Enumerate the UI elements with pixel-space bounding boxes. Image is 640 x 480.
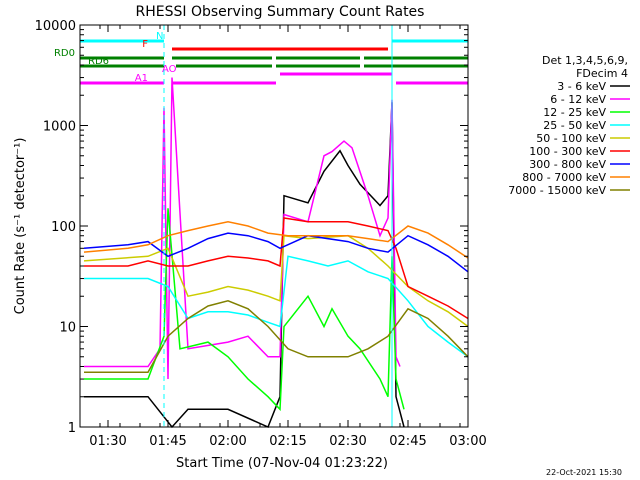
y-tick-label-0: 1 xyxy=(68,421,76,436)
flag-label-f: F xyxy=(142,39,148,50)
x-tick-label-6: 03:00 xyxy=(449,434,486,449)
y-tick-label-2: 100 xyxy=(51,220,76,235)
series-line-2 xyxy=(84,208,405,412)
series-line-4 xyxy=(83,234,469,328)
y-axis-label: Count Rate (s⁻¹ detector⁻¹) xyxy=(13,138,28,315)
x-axis-label: Start Time (07-Nov-04 01:23:22) xyxy=(176,456,388,471)
legend-label-8: 7000 - 15000 keV xyxy=(508,184,606,197)
flag-label-a1: A1 xyxy=(135,73,148,84)
y-tick-label-3: 1000 xyxy=(43,120,76,135)
x-tick-label-1: 01:45 xyxy=(149,434,186,449)
axes: 01:30 01:45 02:00 02:15 02:30 02:45 03:00 1 10 10… xyxy=(35,19,487,449)
series-line-6 xyxy=(83,232,469,273)
series-lines xyxy=(83,77,469,429)
series-line-7 xyxy=(83,221,469,259)
y-tick-label-1: 10 xyxy=(59,321,76,336)
x-tick-label-3: 02:15 xyxy=(269,434,306,449)
x-tick-label-2: 02:00 xyxy=(209,434,246,449)
legend-label-5: 100 - 300 keV xyxy=(529,145,606,158)
y-tick-label-4: 10000 xyxy=(35,19,76,34)
legend-label-3: 25 - 50 keV xyxy=(543,119,606,132)
flag-label-n: N xyxy=(156,31,163,42)
legend-header-line-1: Det 1,3,4,5,6,9, xyxy=(542,54,628,67)
legend-label-7: 800 - 7000 keV xyxy=(522,171,606,184)
x-tick-label-4: 02:30 xyxy=(329,434,366,449)
series-line-1 xyxy=(84,77,401,380)
legend-header-line-2: FDecim 4 xyxy=(576,67,628,80)
flag-label-rd0: RD0 xyxy=(54,48,75,59)
series-line-8 xyxy=(84,300,469,374)
flag-label-ao: AO xyxy=(162,64,177,75)
x-tick-label-5: 02:45 xyxy=(389,434,426,449)
legend-label-0: 3 - 6 keV xyxy=(557,80,606,93)
footer-date: 22-Oct-2021 15:30 xyxy=(546,468,622,477)
x-tick-label-0: 01:30 xyxy=(89,434,126,449)
series-line-3 xyxy=(84,255,469,358)
legend-label-2: 12 - 25 keV xyxy=(543,106,606,119)
flag-label-rd6: RD6 xyxy=(88,56,109,67)
series-line-5 xyxy=(84,217,469,320)
legend-label-6: 300 - 800 keV xyxy=(529,158,606,171)
legend-label-1: 6 - 12 keV xyxy=(550,93,606,106)
legend-label-4: 50 - 100 keV xyxy=(536,132,606,145)
chart-title: RHESSI Observing Summary Count Rates xyxy=(136,4,425,20)
flag-bars: NF RD0 RD6 AO A1 xyxy=(54,31,468,85)
